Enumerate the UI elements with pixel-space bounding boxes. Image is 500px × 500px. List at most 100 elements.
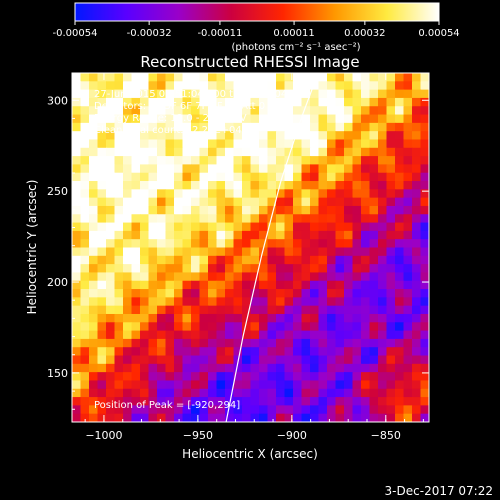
heatmap-pixel	[386, 338, 396, 348]
heatmap-pixel	[318, 322, 328, 332]
heatmap-pixel	[242, 280, 252, 290]
heatmap-pixel	[386, 405, 396, 415]
heatmap-pixel	[182, 347, 192, 357]
heatmap-pixel	[165, 297, 175, 307]
heatmap-pixel	[293, 289, 303, 298]
heatmap-pixel	[199, 156, 209, 166]
heatmap-pixel	[72, 372, 82, 382]
heatmap-pixel	[310, 156, 320, 166]
heatmap-pixel	[208, 397, 218, 406]
annotation-peak-position: Position of Peak = [-920,294]	[94, 400, 240, 411]
heatmap-pixel	[276, 322, 286, 332]
heatmap-pixel	[395, 222, 405, 232]
heatmap-pixel	[318, 197, 328, 207]
heatmap-pixel	[284, 363, 294, 373]
heatmap-pixel	[80, 347, 90, 357]
heatmap-pixel	[318, 255, 328, 265]
heatmap-pixel	[131, 189, 141, 199]
heatmap-pixel	[327, 363, 337, 373]
heatmap-pixel	[148, 397, 158, 406]
heatmap-pixel	[123, 97, 133, 107]
heatmap-pixel	[233, 89, 243, 99]
heatmap-pixel	[140, 205, 150, 215]
heatmap-pixel	[318, 405, 328, 415]
heatmap-pixel	[199, 189, 209, 199]
heatmap-pixel	[250, 239, 260, 249]
heatmap-pixel	[225, 214, 235, 224]
heatmap-pixel	[310, 413, 320, 422]
heatmap-pixel	[148, 289, 158, 298]
heatmap-pixel	[114, 181, 124, 190]
heatmap-pixel	[174, 372, 184, 382]
heatmap-pixel	[157, 363, 167, 373]
heatmap-pixel	[250, 97, 260, 107]
heatmap-pixel	[335, 222, 345, 232]
heatmap-pixel	[318, 372, 328, 382]
heatmap-pixel	[106, 264, 116, 274]
heatmap-pixel	[89, 264, 99, 274]
heatmap-pixel	[208, 156, 218, 166]
heatmap-pixel	[148, 347, 158, 357]
heatmap-pixel	[233, 164, 243, 174]
heatmap-pixel	[140, 363, 150, 373]
heatmap-pixel	[191, 139, 201, 149]
heatmap-pixel	[242, 122, 252, 132]
heatmap-pixel	[361, 147, 371, 157]
heatmap-pixel	[225, 197, 235, 207]
heatmap-pixel	[199, 413, 209, 422]
heatmap-pixel	[191, 272, 201, 282]
heatmap-pixel	[242, 405, 252, 415]
heatmap-pixel	[174, 413, 184, 422]
heatmap-pixel	[318, 413, 328, 422]
heatmap-pixel	[72, 239, 82, 249]
heatmap-pixel	[259, 164, 269, 174]
heatmap-pixel	[318, 355, 328, 365]
heatmap-pixel	[114, 255, 124, 265]
solar-limb-curve	[225, 73, 319, 422]
heatmap-pixel	[106, 89, 116, 99]
heatmap-pixel	[293, 214, 303, 224]
heatmap-pixel	[114, 122, 124, 132]
heatmap-pixel	[378, 413, 388, 422]
heatmap-pixel	[157, 388, 167, 398]
heatmap-pixel	[89, 413, 99, 422]
heatmap-pixel	[378, 214, 388, 224]
heatmap-pixel	[89, 197, 99, 207]
heatmap-pixel	[182, 230, 192, 240]
heatmap-pixel	[412, 289, 422, 298]
heatmap-pixel	[182, 380, 192, 390]
heatmap-pixel	[199, 81, 209, 91]
heatmap-pixel	[191, 405, 201, 415]
heatmap-pixel	[420, 380, 429, 390]
heatmap-pixel	[199, 289, 209, 298]
heatmap-pixel	[344, 189, 354, 199]
heatmap-pixel	[276, 330, 286, 340]
heatmap-pixel	[131, 330, 141, 340]
heatmap-pixel	[174, 397, 184, 406]
heatmap-pixel	[395, 313, 405, 323]
heatmap-pixel	[199, 172, 209, 182]
heatmap-pixel	[293, 247, 303, 257]
heatmap-pixel	[148, 255, 158, 265]
heatmap-pixel	[301, 413, 311, 422]
heatmap-pixel	[165, 106, 175, 116]
heatmap-pixel	[182, 147, 192, 157]
heatmap-pixel	[97, 131, 107, 141]
heatmap-pixel	[72, 280, 82, 290]
heatmap-pixel	[267, 297, 277, 307]
heatmap-pixel	[225, 405, 235, 415]
heatmap-pixel	[318, 214, 328, 224]
y-tick-label: 150	[47, 367, 68, 380]
heatmap-pixel	[386, 347, 396, 357]
heatmap-pixel	[267, 164, 277, 174]
colorbar	[74, 2, 440, 22]
heatmap-pixel	[335, 264, 345, 274]
heatmap-pixel	[89, 172, 99, 182]
heatmap-pixel	[318, 164, 328, 174]
heatmap-pixel	[352, 222, 362, 232]
heatmap-pixel	[140, 397, 150, 406]
heatmap-pixel	[369, 388, 379, 398]
heatmap-pixel	[106, 280, 116, 290]
heatmap-pixel	[199, 297, 209, 307]
heatmap-pixel	[123, 305, 133, 315]
